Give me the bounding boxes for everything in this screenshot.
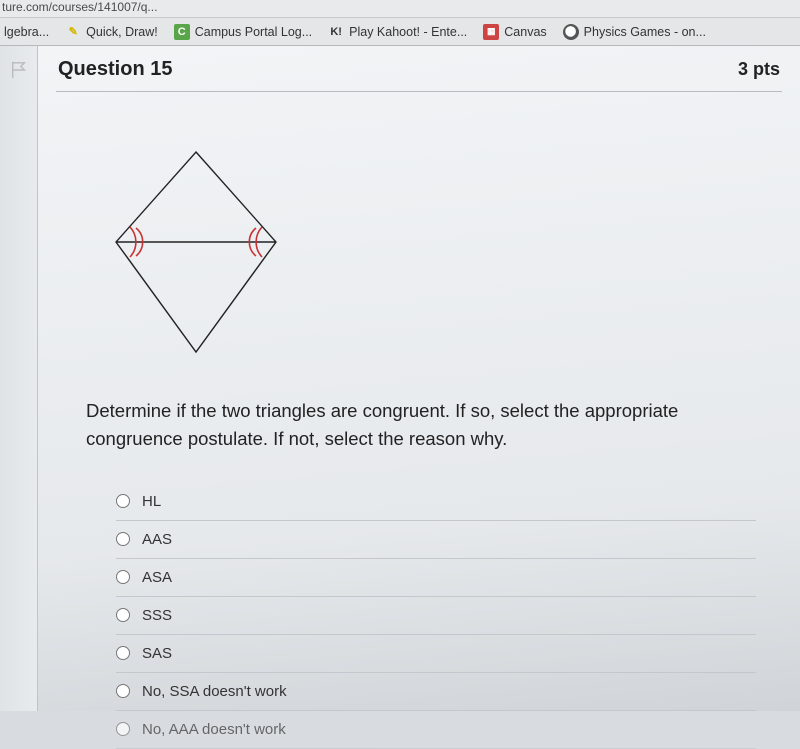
question-number: Question 15	[58, 58, 172, 81]
option-sas[interactable]: SAS	[116, 635, 756, 673]
option-label: SSS	[142, 607, 172, 624]
figure	[96, 142, 782, 367]
letter-c-icon: C	[174, 24, 190, 40]
canvas-icon: ▦	[483, 24, 499, 40]
bookmark-label: Canvas	[504, 25, 546, 39]
rhombus-diagram	[96, 142, 296, 362]
radio-icon	[116, 722, 130, 736]
answer-options: HL AAS ASA SSS SAS No, SSA doesn't work	[116, 483, 756, 749]
radio-icon	[116, 684, 130, 698]
bookmark-quickdraw[interactable]: ✎ Quick, Draw!	[65, 24, 158, 40]
question-prompt: Determine if the two triangles are congr…	[86, 397, 772, 453]
bookmark-canvas[interactable]: ▦ Canvas	[483, 24, 546, 40]
letter-k-icon: K!	[328, 24, 344, 40]
bookmark-kahoot[interactable]: K! Play Kahoot! - Ente...	[328, 24, 467, 40]
url-fragment: ture.com/courses/141007/q...	[2, 0, 157, 14]
option-label: No, SSA doesn't work	[142, 683, 287, 700]
question-header: Question 15 3 pts	[56, 54, 782, 92]
radio-icon	[116, 494, 130, 508]
option-hl[interactable]: HL	[116, 483, 756, 521]
option-sss[interactable]: SSS	[116, 597, 756, 635]
option-label: HL	[142, 493, 161, 510]
pencil-icon: ✎	[65, 24, 81, 40]
radio-icon	[116, 646, 130, 660]
flag-icon[interactable]	[10, 60, 28, 80]
globe-icon: ⬤	[563, 24, 579, 40]
option-asa[interactable]: ASA	[116, 559, 756, 597]
option-label: AAS	[142, 531, 172, 548]
bookmark-label: Physics Games - on...	[584, 25, 706, 39]
radio-icon	[116, 532, 130, 546]
radio-icon	[116, 570, 130, 584]
bookmark-label: lgebra...	[4, 25, 49, 39]
bookmark-label: Campus Portal Log...	[195, 25, 312, 39]
radio-icon	[116, 608, 130, 622]
bookmarks-bar: lgebra... ✎ Quick, Draw! C Campus Portal…	[0, 18, 800, 46]
question-points: 3 pts	[738, 59, 780, 80]
option-label: No, AAA doesn't work	[142, 721, 286, 738]
bookmark-campus-portal[interactable]: C Campus Portal Log...	[174, 24, 312, 40]
bookmark-label: Quick, Draw!	[86, 25, 158, 39]
question-gutter	[0, 46, 38, 711]
option-label: SAS	[142, 645, 172, 662]
option-label: ASA	[142, 569, 172, 586]
page-surface: Question 15 3 pts Determi	[0, 46, 800, 711]
question-content: Question 15 3 pts Determi	[38, 46, 800, 711]
bookmark-label: Play Kahoot! - Ente...	[349, 25, 467, 39]
option-no-aaa[interactable]: No, AAA doesn't work	[116, 711, 756, 749]
url-bar: ture.com/courses/141007/q...	[0, 0, 800, 18]
bookmark-physics-games[interactable]: ⬤ Physics Games - on...	[563, 24, 706, 40]
option-no-ssa[interactable]: No, SSA doesn't work	[116, 673, 756, 711]
bookmark-algebra[interactable]: lgebra...	[4, 25, 49, 39]
option-aas[interactable]: AAS	[116, 521, 756, 559]
